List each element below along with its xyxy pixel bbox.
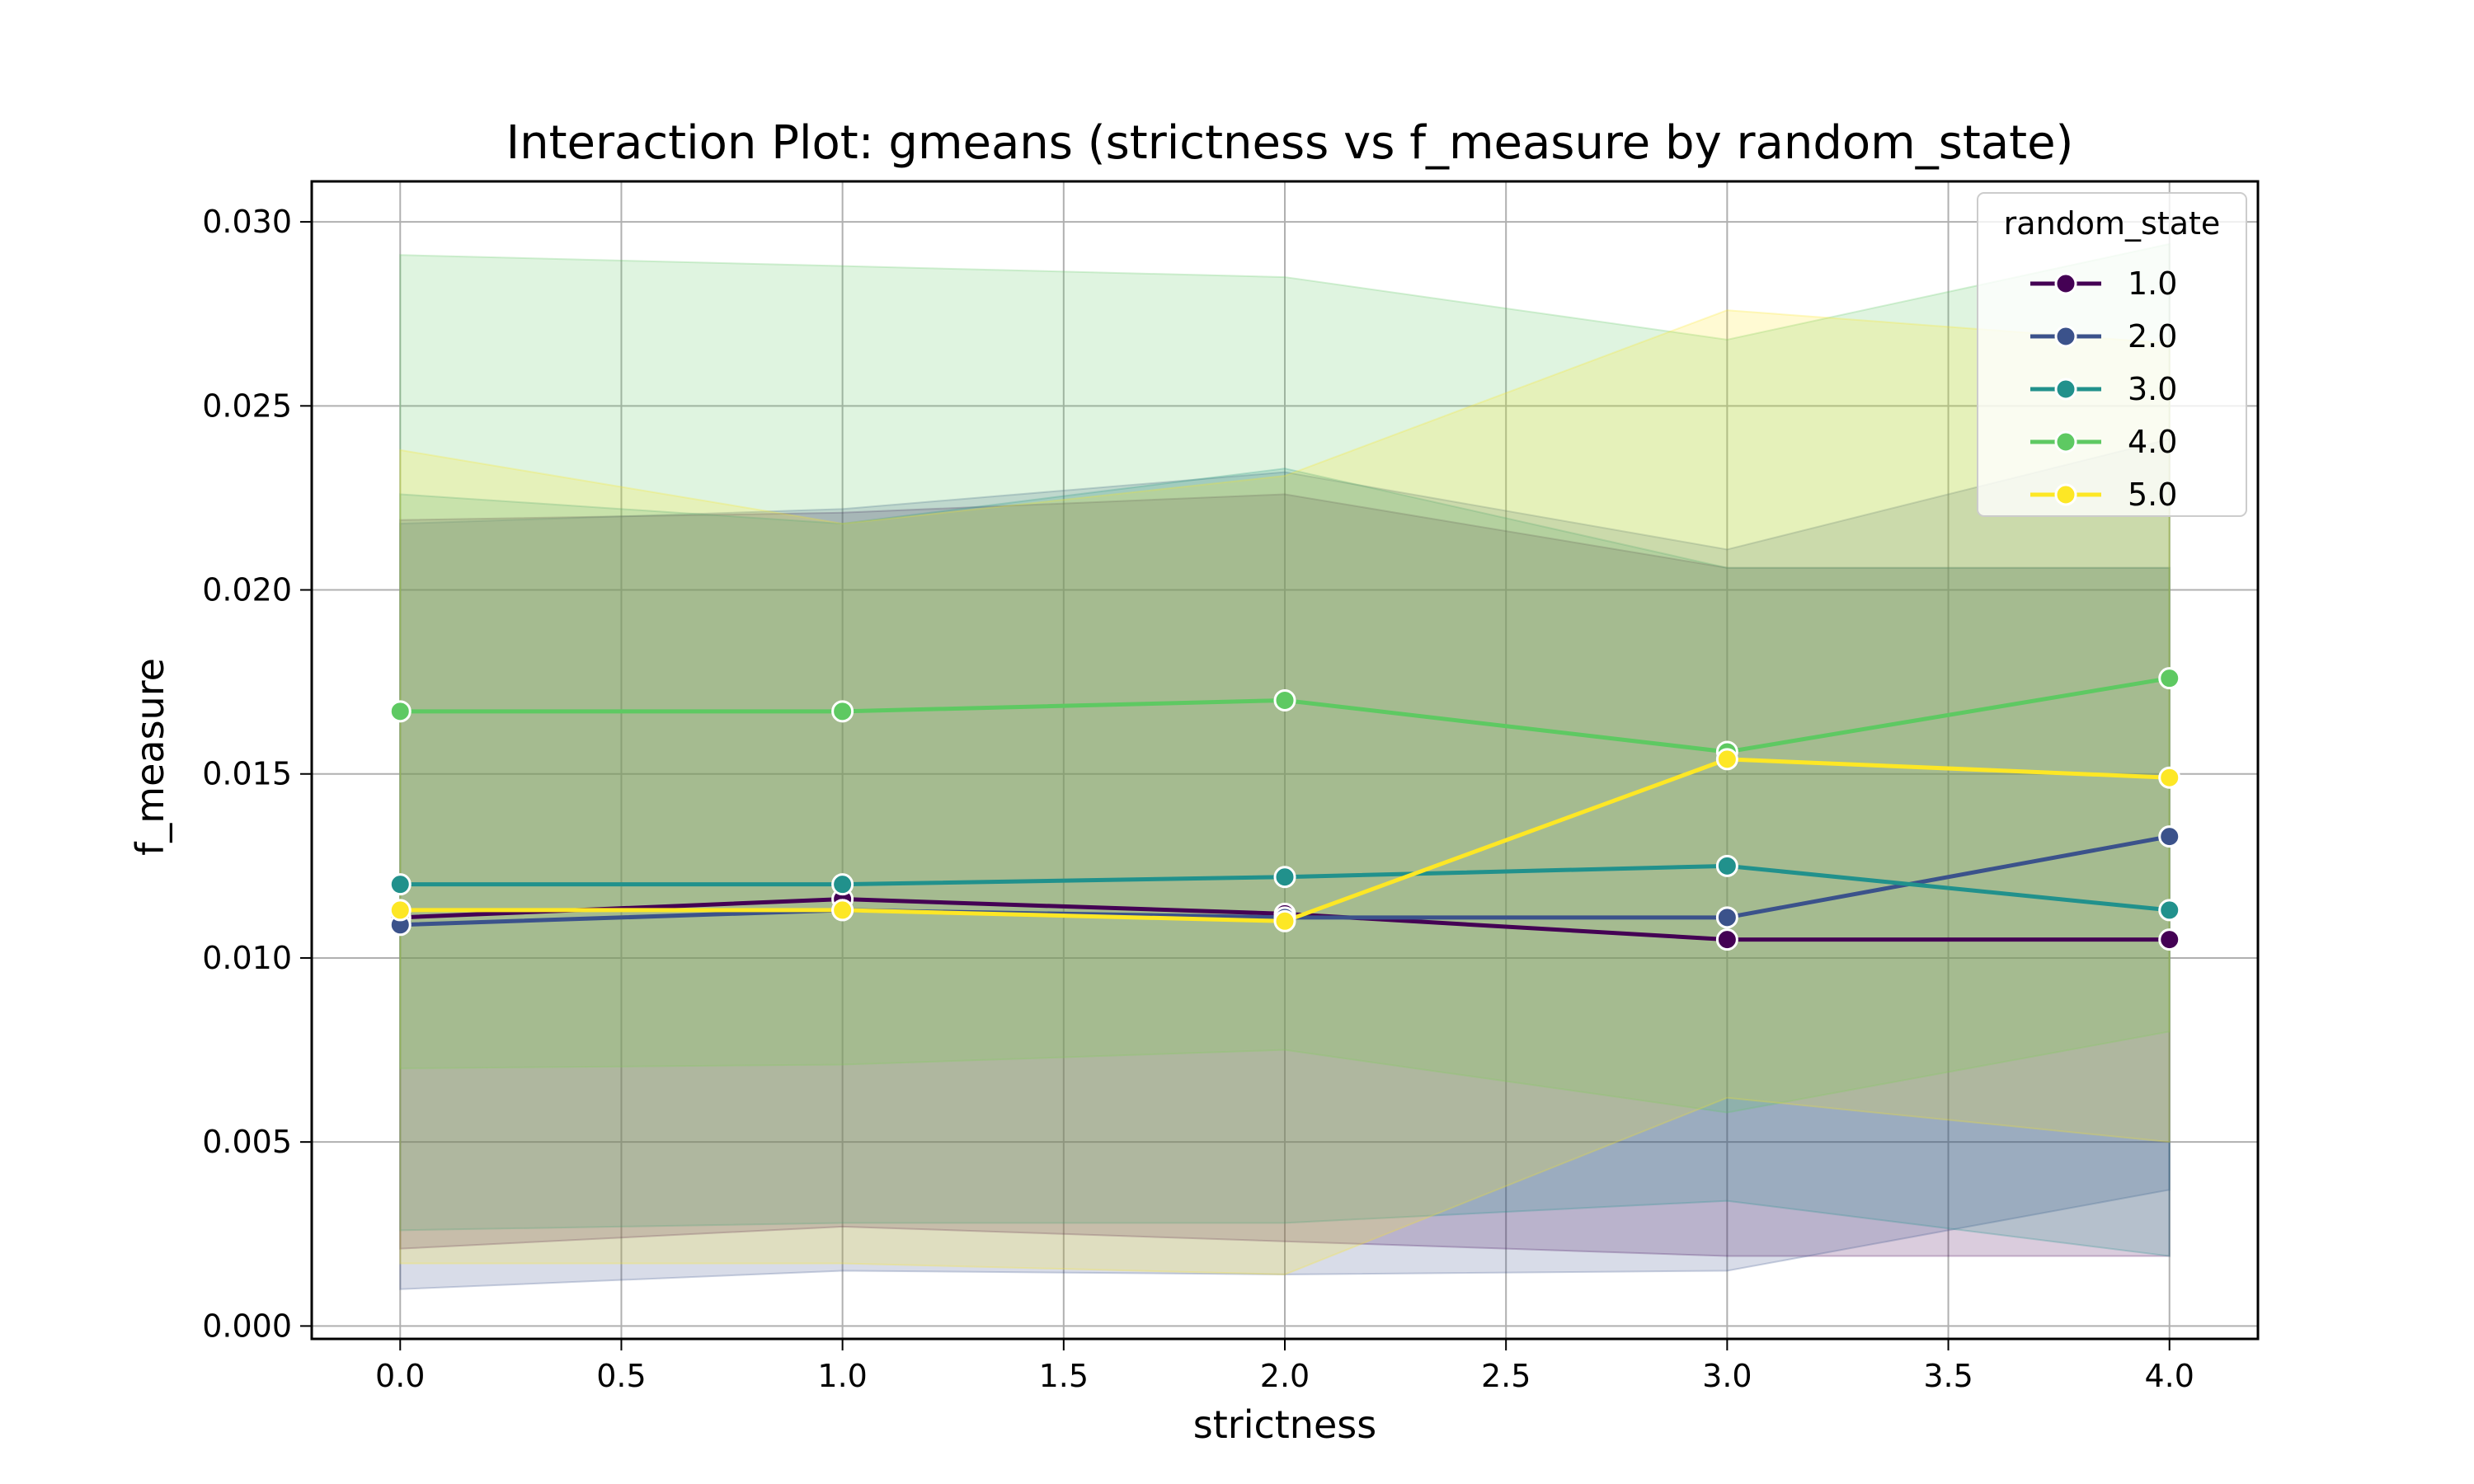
y-tick-label: 0.015 (202, 756, 292, 792)
ci-band-series-2.0 (399, 438, 2171, 1290)
data-point-series-3.0 (1715, 854, 1738, 877)
data-point-series-5.0 (831, 899, 854, 922)
x-tick-label: 3.5 (1923, 1358, 1973, 1394)
data-point-series-1.0 (1715, 928, 1738, 951)
legend-item-4.0: 4.0 (2030, 424, 2177, 460)
legend: random_state 1.0 2.0 3.0 4.0 5.0 (1977, 192, 2247, 517)
x-tick-label: 4.0 (2145, 1358, 2194, 1394)
y-tick-label: 0.030 (202, 204, 292, 240)
y-axis-title: f_measure (128, 658, 172, 856)
plot-area: 0.0 0.5 1.0 1.5 2.0 2.5 3.0 3.5 4.00.0000.0050.0… (202, 180, 2260, 1394)
legend-marker-swatch (2054, 272, 2077, 295)
ci-band-series-5.0 (399, 309, 2171, 1275)
data-point-series-5.0 (2158, 766, 2181, 789)
legend-label: 5.0 (2128, 477, 2177, 513)
legend-item-3.0: 3.0 (2030, 371, 2177, 407)
data-point-series-5.0 (1715, 748, 1738, 771)
legend-marker-swatch (2054, 378, 2077, 401)
data-point-series-3.0 (388, 873, 412, 896)
chart-title: Interaction Plot: gmeans (strictness vs … (506, 116, 2074, 170)
data-point-series-4.0 (831, 700, 854, 723)
legend-box (1977, 192, 2247, 517)
legend-title: random_state (2004, 205, 2221, 242)
y-tick-label: 0.010 (202, 940, 292, 976)
legend-label: 3.0 (2128, 371, 2177, 407)
data-point-series-2.0 (2158, 825, 2181, 848)
x-tick-label: 3.0 (1702, 1358, 1752, 1394)
grid (312, 181, 2258, 1339)
x-tick-label: 1.5 (1039, 1358, 1089, 1394)
y-tick-label: 0.020 (202, 572, 292, 608)
x-tick-label: 2.5 (1481, 1358, 1531, 1394)
legend-label: 4.0 (2128, 424, 2177, 460)
data-point-series-3.0 (1273, 866, 1296, 889)
legend-item-1.0: 1.0 (2030, 265, 2177, 302)
data-point-series-3.0 (831, 873, 854, 896)
x-tick-label: 0.5 (596, 1358, 646, 1394)
x-tick-label: 1.0 (817, 1358, 867, 1394)
y-tick-label: 0.000 (202, 1308, 292, 1344)
x-axis-ticks: 0.0 0.5 1.0 1.5 2.0 2.5 3.0 3.5 4.0 (375, 1339, 2194, 1394)
legend-marker-swatch (2054, 430, 2077, 453)
ci-band-series-3.0 (399, 467, 2171, 1257)
y-tick-label: 0.025 (202, 387, 292, 424)
legend-item-5.0: 5.0 (2030, 477, 2177, 513)
legend-label: 1.0 (2128, 265, 2177, 302)
data-point-series-5.0 (1273, 909, 1296, 932)
legend-item-2.0: 2.0 (2030, 318, 2177, 355)
data-point-series-5.0 (388, 899, 412, 922)
data-point-series-4.0 (388, 700, 412, 723)
y-axis-ticks: 0.000 0.005 0.010 0.015 0.020 0.025 0.030 (202, 204, 312, 1344)
legend-marker-swatch (2054, 325, 2077, 348)
confidence-bands (399, 242, 2171, 1290)
x-tick-label: 2.0 (1260, 1358, 1310, 1394)
x-tick-label: 0.0 (375, 1358, 425, 1394)
legend-marker-swatch (2054, 483, 2077, 506)
series-markers (388, 667, 2181, 951)
data-point-series-4.0 (1273, 688, 1296, 711)
data-point-series-4.0 (2158, 667, 2181, 690)
y-tick-label: 0.005 (202, 1124, 292, 1160)
legend-label: 2.0 (2128, 318, 2177, 355)
data-point-series-1.0 (2158, 928, 2181, 951)
data-point-series-2.0 (1715, 906, 1738, 929)
x-axis-title: strictness (1193, 1402, 1376, 1447)
data-point-series-3.0 (2158, 899, 2181, 922)
